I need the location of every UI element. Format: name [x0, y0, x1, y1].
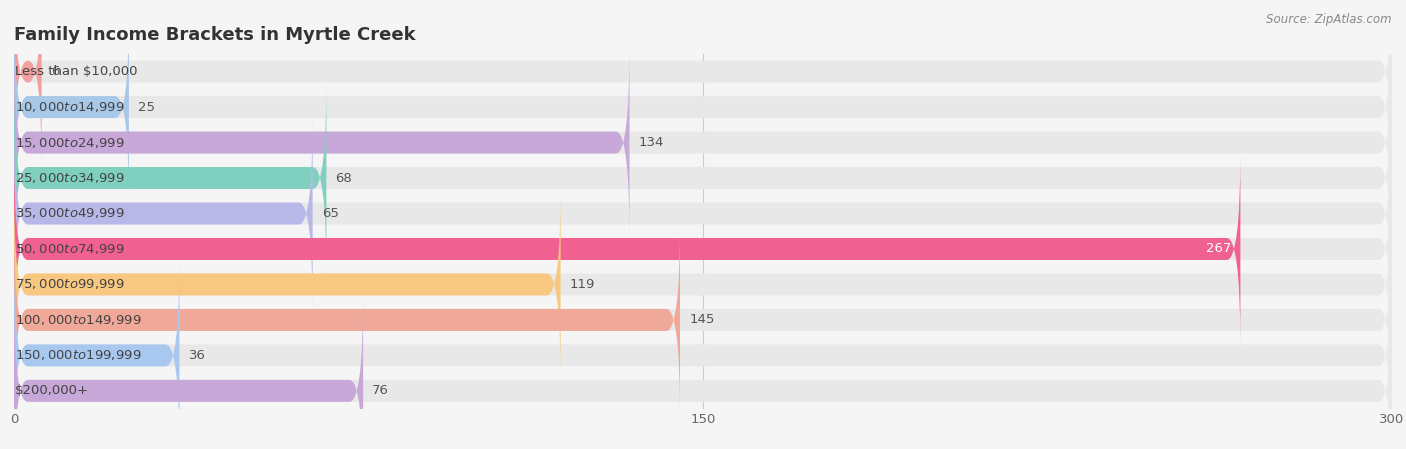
Text: $50,000 to $74,999: $50,000 to $74,999	[15, 242, 125, 256]
FancyBboxPatch shape	[14, 224, 681, 415]
Text: 25: 25	[138, 101, 155, 114]
FancyBboxPatch shape	[14, 118, 312, 309]
FancyBboxPatch shape	[14, 47, 630, 238]
FancyBboxPatch shape	[14, 260, 1392, 449]
Text: Family Income Brackets in Myrtle Creek: Family Income Brackets in Myrtle Creek	[14, 26, 416, 44]
Text: 36: 36	[188, 349, 205, 362]
Text: 267: 267	[1206, 242, 1232, 255]
Text: 119: 119	[569, 278, 595, 291]
Text: $200,000+: $200,000+	[15, 384, 89, 397]
FancyBboxPatch shape	[14, 295, 1392, 449]
FancyBboxPatch shape	[14, 118, 1392, 309]
Text: 68: 68	[336, 172, 353, 185]
FancyBboxPatch shape	[14, 295, 363, 449]
Text: $10,000 to $14,999: $10,000 to $14,999	[15, 100, 125, 114]
Text: Source: ZipAtlas.com: Source: ZipAtlas.com	[1267, 13, 1392, 26]
FancyBboxPatch shape	[14, 83, 326, 273]
Text: 134: 134	[638, 136, 664, 149]
FancyBboxPatch shape	[14, 189, 561, 380]
Text: 6: 6	[51, 65, 59, 78]
FancyBboxPatch shape	[14, 47, 1392, 238]
Text: $100,000 to $149,999: $100,000 to $149,999	[15, 313, 142, 327]
Text: $150,000 to $199,999: $150,000 to $199,999	[15, 348, 142, 362]
FancyBboxPatch shape	[14, 189, 1392, 380]
FancyBboxPatch shape	[14, 12, 1392, 202]
FancyBboxPatch shape	[14, 154, 1240, 344]
FancyBboxPatch shape	[14, 0, 1392, 167]
Text: 145: 145	[689, 313, 714, 326]
FancyBboxPatch shape	[14, 154, 1392, 344]
Text: 76: 76	[373, 384, 389, 397]
FancyBboxPatch shape	[14, 0, 42, 167]
FancyBboxPatch shape	[14, 260, 180, 449]
FancyBboxPatch shape	[14, 224, 1392, 415]
Text: $75,000 to $99,999: $75,000 to $99,999	[15, 277, 125, 291]
Text: 65: 65	[322, 207, 339, 220]
Text: $35,000 to $49,999: $35,000 to $49,999	[15, 207, 125, 220]
FancyBboxPatch shape	[14, 83, 1392, 273]
Text: Less than $10,000: Less than $10,000	[15, 65, 138, 78]
Text: $25,000 to $34,999: $25,000 to $34,999	[15, 171, 125, 185]
Text: $15,000 to $24,999: $15,000 to $24,999	[15, 136, 125, 150]
FancyBboxPatch shape	[14, 12, 129, 202]
